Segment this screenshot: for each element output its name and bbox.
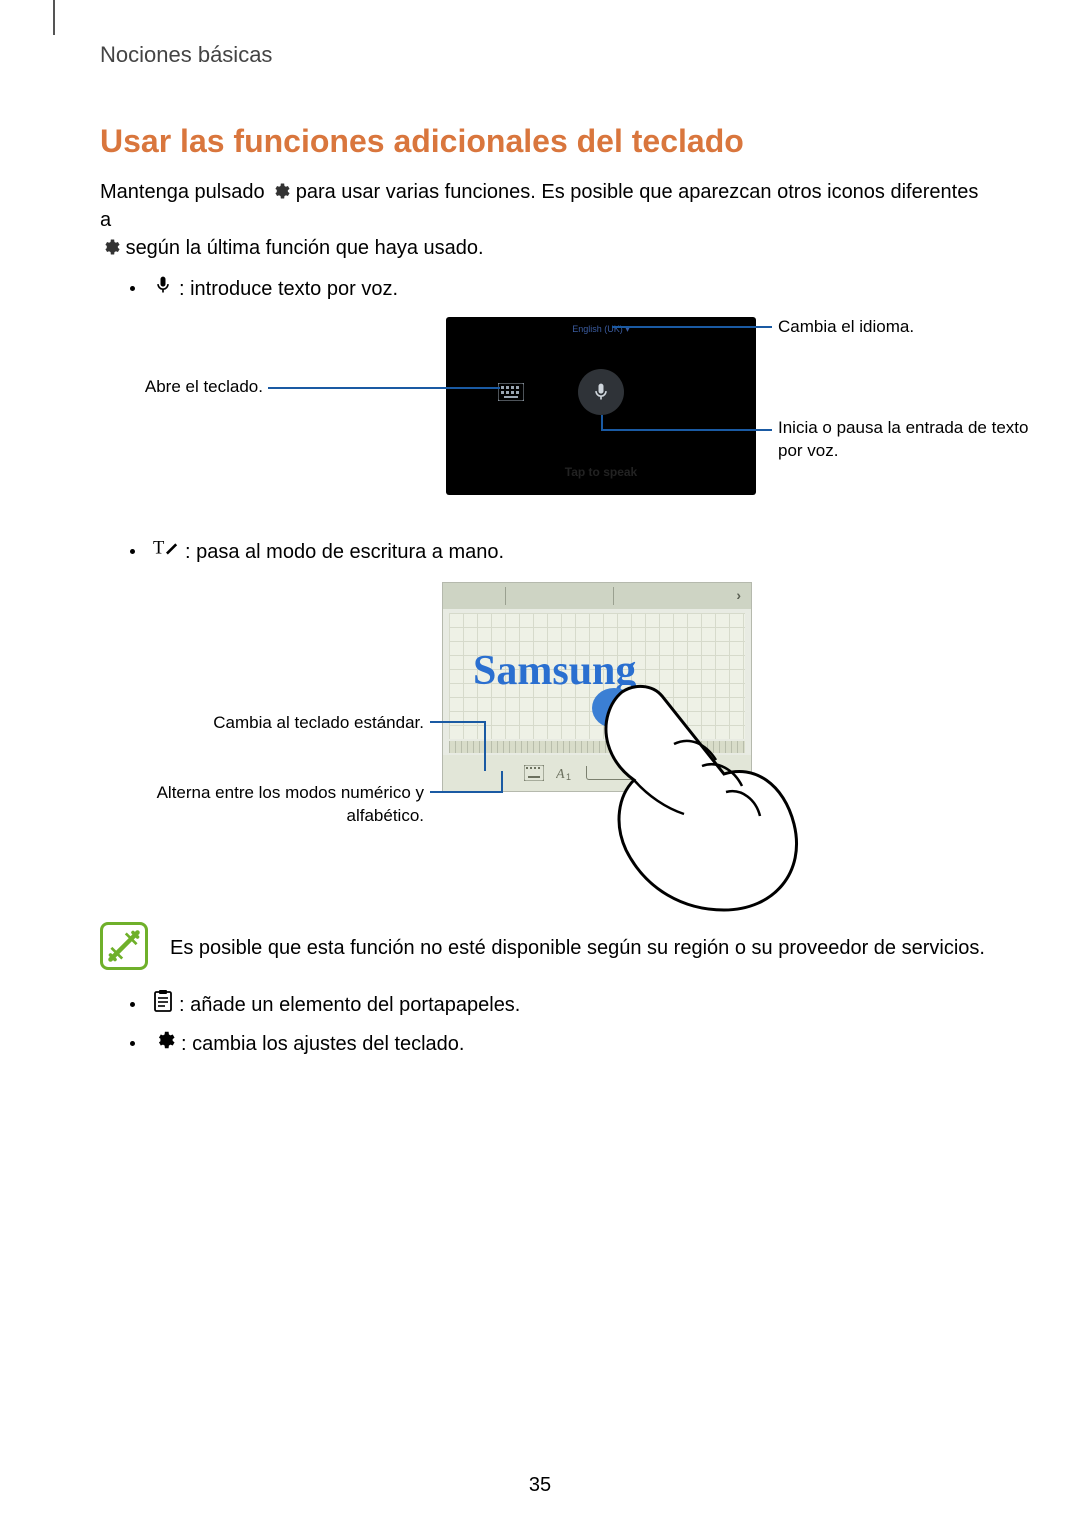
callout-line [501, 771, 503, 793]
bullet-list: : añade un elemento del portapapeles. : … [130, 990, 990, 1060]
callout-line [430, 721, 484, 723]
svg-text:A: A [556, 767, 565, 782]
callout-line [601, 429, 772, 431]
handwriting-figure: › Samsung A1 Cambia al teclado estándar. [194, 582, 974, 892]
bullet-list: : introduce texto por voz. [130, 274, 990, 305]
list-item: : añade un elemento del portapapeles. [130, 990, 990, 1021]
callout-line [268, 387, 500, 389]
voice-panel: English (UK) Tap to speak [446, 317, 756, 495]
callout-line [484, 721, 486, 771]
list-item: : introduce texto por voz. [130, 274, 990, 305]
keyboard-small-icon [522, 763, 546, 783]
bullet-dot [130, 1002, 135, 1007]
callout-line [612, 326, 772, 328]
voice-input-figure: English (UK) Tap to speak Abre el teclad… [268, 317, 1048, 517]
intro-text-1a: Mantenga pulsado [100, 181, 270, 203]
bullet-dot [130, 286, 135, 291]
tap-to-speak-label: Tap to speak [446, 465, 756, 479]
bullet-handwriting-text: : pasa al modo de escritura a mano. [185, 537, 504, 567]
margin-rule [53, 0, 55, 35]
handwriting-topbar: › [443, 583, 751, 609]
callout-line [430, 791, 501, 793]
breadcrumb: Nociones básicas [100, 42, 990, 68]
page-number: 35 [0, 1474, 1080, 1497]
note-block: Es posible que esta función no esté disp… [100, 922, 990, 970]
chevron-right-icon: › [736, 587, 741, 603]
note-text: Es posible que esta función no esté disp… [170, 922, 985, 962]
mic-button [578, 369, 624, 415]
gear-icon [270, 181, 290, 201]
bullet-dot [130, 1041, 135, 1046]
bullet-settings-text: : cambia los ajustes del teclado. [181, 1029, 465, 1059]
svg-text:T: T [153, 538, 165, 559]
svg-text:1: 1 [566, 772, 571, 782]
callout-standard-keyboard: Cambia al teclado estándar. [114, 712, 424, 735]
intro-paragraph: Mantenga pulsado para usar varias funcio… [100, 178, 990, 262]
bullet-dot [130, 549, 135, 554]
hand-pointer-illustration [574, 674, 824, 914]
gear-icon [100, 237, 120, 257]
list-item: T : pasa al modo de escritura a mano. [130, 537, 990, 568]
section-heading: Usar las funciones adicionales del tecla… [100, 123, 990, 160]
gear-icon [153, 1029, 175, 1060]
bullet-clipboard-text: : añade un elemento del portapapeles. [179, 990, 520, 1020]
clipboard-icon [153, 990, 173, 1021]
page-content: Nociones básicas Usar las funciones adic… [0, 0, 1080, 1060]
callout-change-language: Cambia el idioma. [778, 317, 1038, 337]
keyboard-icon [498, 383, 524, 401]
bullet-list: T : pasa al modo de escritura a mano. [130, 537, 990, 568]
callout-open-keyboard: Abre el teclado. [133, 377, 263, 397]
mic-icon [153, 274, 173, 305]
note-icon [100, 922, 148, 970]
callout-toggle-mode: Alterna entre los modos numérico y alfab… [114, 782, 424, 828]
callout-start-pause-voice: Inicia o pausa la entrada de texto por v… [778, 417, 1038, 463]
list-item: : cambia los ajustes del teclado. [130, 1029, 990, 1060]
bullet-voice-text: : introduce texto por voz. [179, 274, 398, 304]
intro-text-2b: según la última función que haya usado. [126, 237, 484, 259]
handwriting-icon: T [153, 537, 179, 568]
